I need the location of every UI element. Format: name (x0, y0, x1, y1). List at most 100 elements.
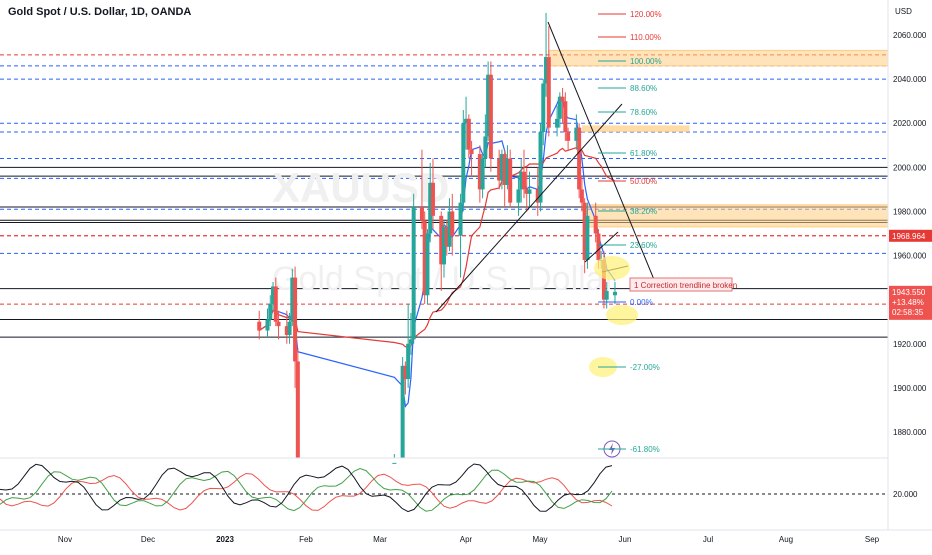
change-pct-label: +13.48% (892, 298, 924, 307)
time-tick-label: Dec (141, 535, 155, 544)
candle-body (419, 207, 424, 221)
price-tick-label: 1900.000 (893, 384, 927, 393)
candle-body (505, 158, 510, 185)
candle-body (265, 319, 270, 331)
candle-body (439, 215, 444, 265)
candle-body (604, 290, 609, 300)
slow-ma-line (258, 147, 616, 348)
candle-body (469, 149, 474, 155)
fib-level-label: 50.00% (630, 177, 657, 186)
current-price-label: 1943.550 (892, 288, 926, 297)
watermark-ticker: XAUUSD (272, 164, 449, 211)
price-tick-label: 1920.000 (893, 340, 927, 349)
candle-body (458, 202, 463, 236)
correction-label: 1 Correction trendline broken (634, 281, 737, 290)
highlight-ellipse (594, 256, 630, 280)
channel-line (584, 231, 619, 263)
candle-body (461, 123, 466, 203)
current-price-tag (889, 285, 932, 320)
support-trendline (435, 103, 623, 313)
candle-body (273, 286, 278, 322)
candle-body (483, 136, 488, 159)
candle-body (406, 343, 411, 380)
fib-level-label: -27.00% (630, 363, 660, 372)
countdown-label: 02:58:35 (892, 308, 924, 317)
time-tick-label: Feb (299, 535, 313, 544)
candle-body (271, 286, 276, 305)
candle-body (403, 365, 408, 380)
candle-body (268, 304, 273, 320)
candle-body (430, 182, 435, 216)
candle-body (527, 189, 532, 194)
candle-body (566, 132, 571, 141)
time-tick-label: Aug (779, 535, 793, 544)
candle-body (541, 83, 546, 133)
candle-body (560, 96, 565, 102)
candle-body (450, 211, 455, 236)
candle-body (521, 171, 526, 190)
price-axis: USD 2060.000 2040.000 2020.000 2000.000 1980.… (887, 0, 932, 530)
last-price-tag (889, 229, 932, 242)
fib-level-label: 100.00% (630, 57, 662, 66)
candle-body (596, 233, 601, 260)
candle-body (290, 277, 295, 322)
candle-body (612, 291, 617, 296)
fib-level-label: 110.00% (630, 33, 661, 42)
candle-body (293, 277, 298, 362)
candle-body (508, 158, 513, 203)
candle-body (284, 326, 289, 335)
candle-body (538, 132, 543, 203)
candle-body (546, 57, 551, 128)
candle-body (516, 189, 521, 203)
fib-level-label: -61.80% (630, 445, 660, 454)
price-tick-label: 2000.000 (893, 163, 927, 172)
candle-body (488, 74, 493, 159)
fib-level-label: 38.20% (630, 207, 657, 216)
candle-body (582, 202, 587, 260)
price-tick-label: 2060.000 (893, 31, 927, 40)
time-tick-label: May (532, 535, 547, 544)
candle-body (593, 215, 598, 234)
candle-body (400, 365, 405, 458)
candle-body (555, 118, 560, 128)
supply-zone-top (548, 49, 889, 67)
time-tick-label: Apr (460, 535, 473, 544)
price-tick-label: 2020.000 (893, 119, 927, 128)
correction-label-box (629, 277, 733, 292)
candle-body (428, 182, 433, 234)
fib-level-label: 120.00% (630, 10, 662, 19)
oscillator-axis-label: 20.000 (893, 490, 918, 499)
oscillator-red-line (0, 472, 613, 511)
supply-zone-mid (581, 125, 690, 133)
oscillator-green-line (0, 467, 613, 512)
price-tick-label: 2040.000 (893, 75, 927, 84)
candle-body (257, 321, 262, 331)
candle-body (411, 207, 416, 340)
fib-level-label: 23.60% (630, 241, 657, 250)
time-tick-label: Jun (619, 535, 632, 544)
candle-body (422, 220, 427, 296)
candle-body (544, 57, 549, 84)
candle-body (524, 189, 529, 194)
time-tick-label: Nov (58, 535, 72, 544)
fib-level-label: 61.80% (630, 149, 657, 158)
oscillator-black-line (0, 463, 613, 513)
candle-body (480, 158, 485, 190)
candle-body (557, 96, 562, 119)
time-tick-label: Mar (373, 535, 387, 544)
candle-body (466, 118, 471, 150)
candle-body (425, 233, 430, 296)
candle-body (287, 321, 292, 335)
fib-level-label: 78.60% (630, 108, 657, 117)
candle-body (486, 74, 491, 137)
candle-body (276, 321, 281, 327)
candle-body (392, 462, 397, 464)
time-tick-label: Jul (703, 535, 713, 544)
price-tick-label: 1960.000 (893, 252, 927, 261)
candle-body (579, 189, 584, 203)
time-tick-label: Sep (865, 535, 880, 544)
candle-body (444, 226, 449, 247)
candle-body (585, 215, 590, 260)
